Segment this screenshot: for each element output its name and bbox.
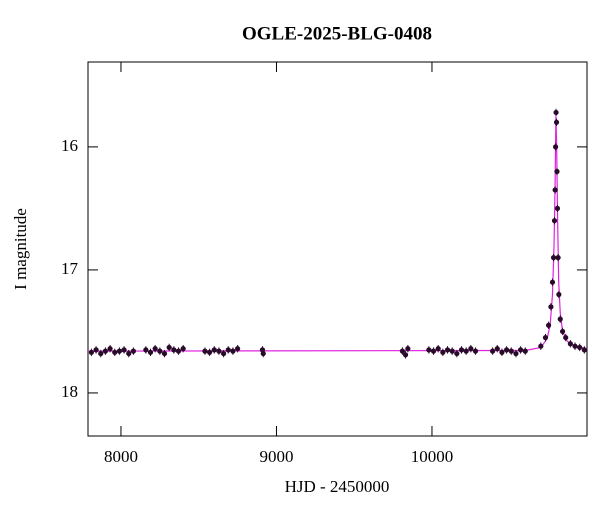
data-point	[553, 119, 560, 125]
data-point	[494, 346, 500, 352]
data-point	[552, 144, 559, 150]
data-point	[490, 348, 496, 354]
data-point	[430, 348, 437, 354]
data-point	[202, 348, 208, 354]
data-point	[220, 350, 227, 357]
data-point	[180, 346, 186, 352]
data-point	[552, 187, 558, 193]
x-tick-label: 10000	[411, 447, 454, 466]
data-point	[157, 348, 163, 354]
data-point	[581, 347, 587, 353]
data-point	[102, 348, 109, 354]
data-point	[458, 347, 465, 353]
data-point	[468, 346, 474, 352]
data-point	[152, 346, 158, 352]
data-point	[563, 334, 569, 341]
data-point	[107, 346, 113, 352]
data-point	[472, 348, 479, 354]
data-point	[405, 346, 411, 352]
data-point	[542, 334, 549, 341]
data-point	[454, 350, 460, 357]
data-point	[234, 346, 241, 352]
data-point	[230, 348, 236, 354]
chart-title: OGLE-2025-BLG-0408	[242, 23, 432, 44]
data-point	[260, 350, 266, 357]
data-point	[545, 322, 552, 328]
data-point	[147, 349, 154, 355]
data-point	[161, 350, 168, 357]
data-point	[440, 349, 446, 355]
data-point	[171, 347, 177, 353]
data-point	[522, 348, 528, 354]
y-tick-label: 18	[61, 382, 78, 401]
data-point	[518, 347, 524, 353]
data-point	[444, 347, 451, 353]
data-point	[435, 346, 441, 352]
data-point	[88, 349, 95, 355]
data-point	[207, 349, 213, 355]
data-point	[556, 291, 562, 298]
data-point	[211, 347, 217, 353]
x-axis-label: HJD - 2450000	[285, 477, 390, 496]
data-point	[557, 316, 563, 322]
data-point	[112, 349, 118, 355]
data-point	[93, 347, 99, 353]
data-point	[449, 348, 455, 354]
y-tick-label: 16	[61, 136, 78, 155]
x-tick-label: 9000	[259, 447, 293, 466]
plot-frame	[87, 61, 588, 437]
data-point	[551, 218, 558, 224]
data-point	[550, 255, 557, 261]
data-point	[175, 348, 182, 354]
data-point	[463, 348, 469, 354]
x-tick-label: 8000	[104, 447, 138, 466]
data-point	[554, 168, 560, 175]
data-point	[548, 304, 554, 310]
y-axis-label: I magnitude	[11, 208, 30, 290]
data-point	[553, 109, 559, 116]
data-point	[555, 255, 561, 261]
data-point	[504, 347, 510, 353]
data-point	[130, 348, 137, 354]
y-tick-label: 17	[61, 259, 79, 278]
model-line	[87, 116, 588, 352]
data-point	[98, 350, 104, 357]
data-point	[121, 347, 127, 353]
data-point	[126, 350, 132, 357]
data-point	[143, 347, 149, 353]
data-point	[572, 343, 578, 349]
data-point	[116, 348, 123, 354]
data-point	[426, 347, 432, 353]
data-point	[567, 341, 573, 347]
data-point	[577, 344, 583, 351]
data-point	[513, 350, 519, 357]
data-point	[166, 344, 172, 351]
data-point	[399, 348, 406, 354]
data-point	[402, 352, 409, 358]
data-point	[549, 279, 556, 285]
data-point	[559, 328, 566, 335]
data-point	[499, 349, 505, 355]
data-point	[538, 343, 544, 349]
data-point	[508, 348, 514, 354]
data-point	[225, 347, 231, 353]
data-point	[554, 205, 561, 212]
data-point	[216, 348, 222, 354]
